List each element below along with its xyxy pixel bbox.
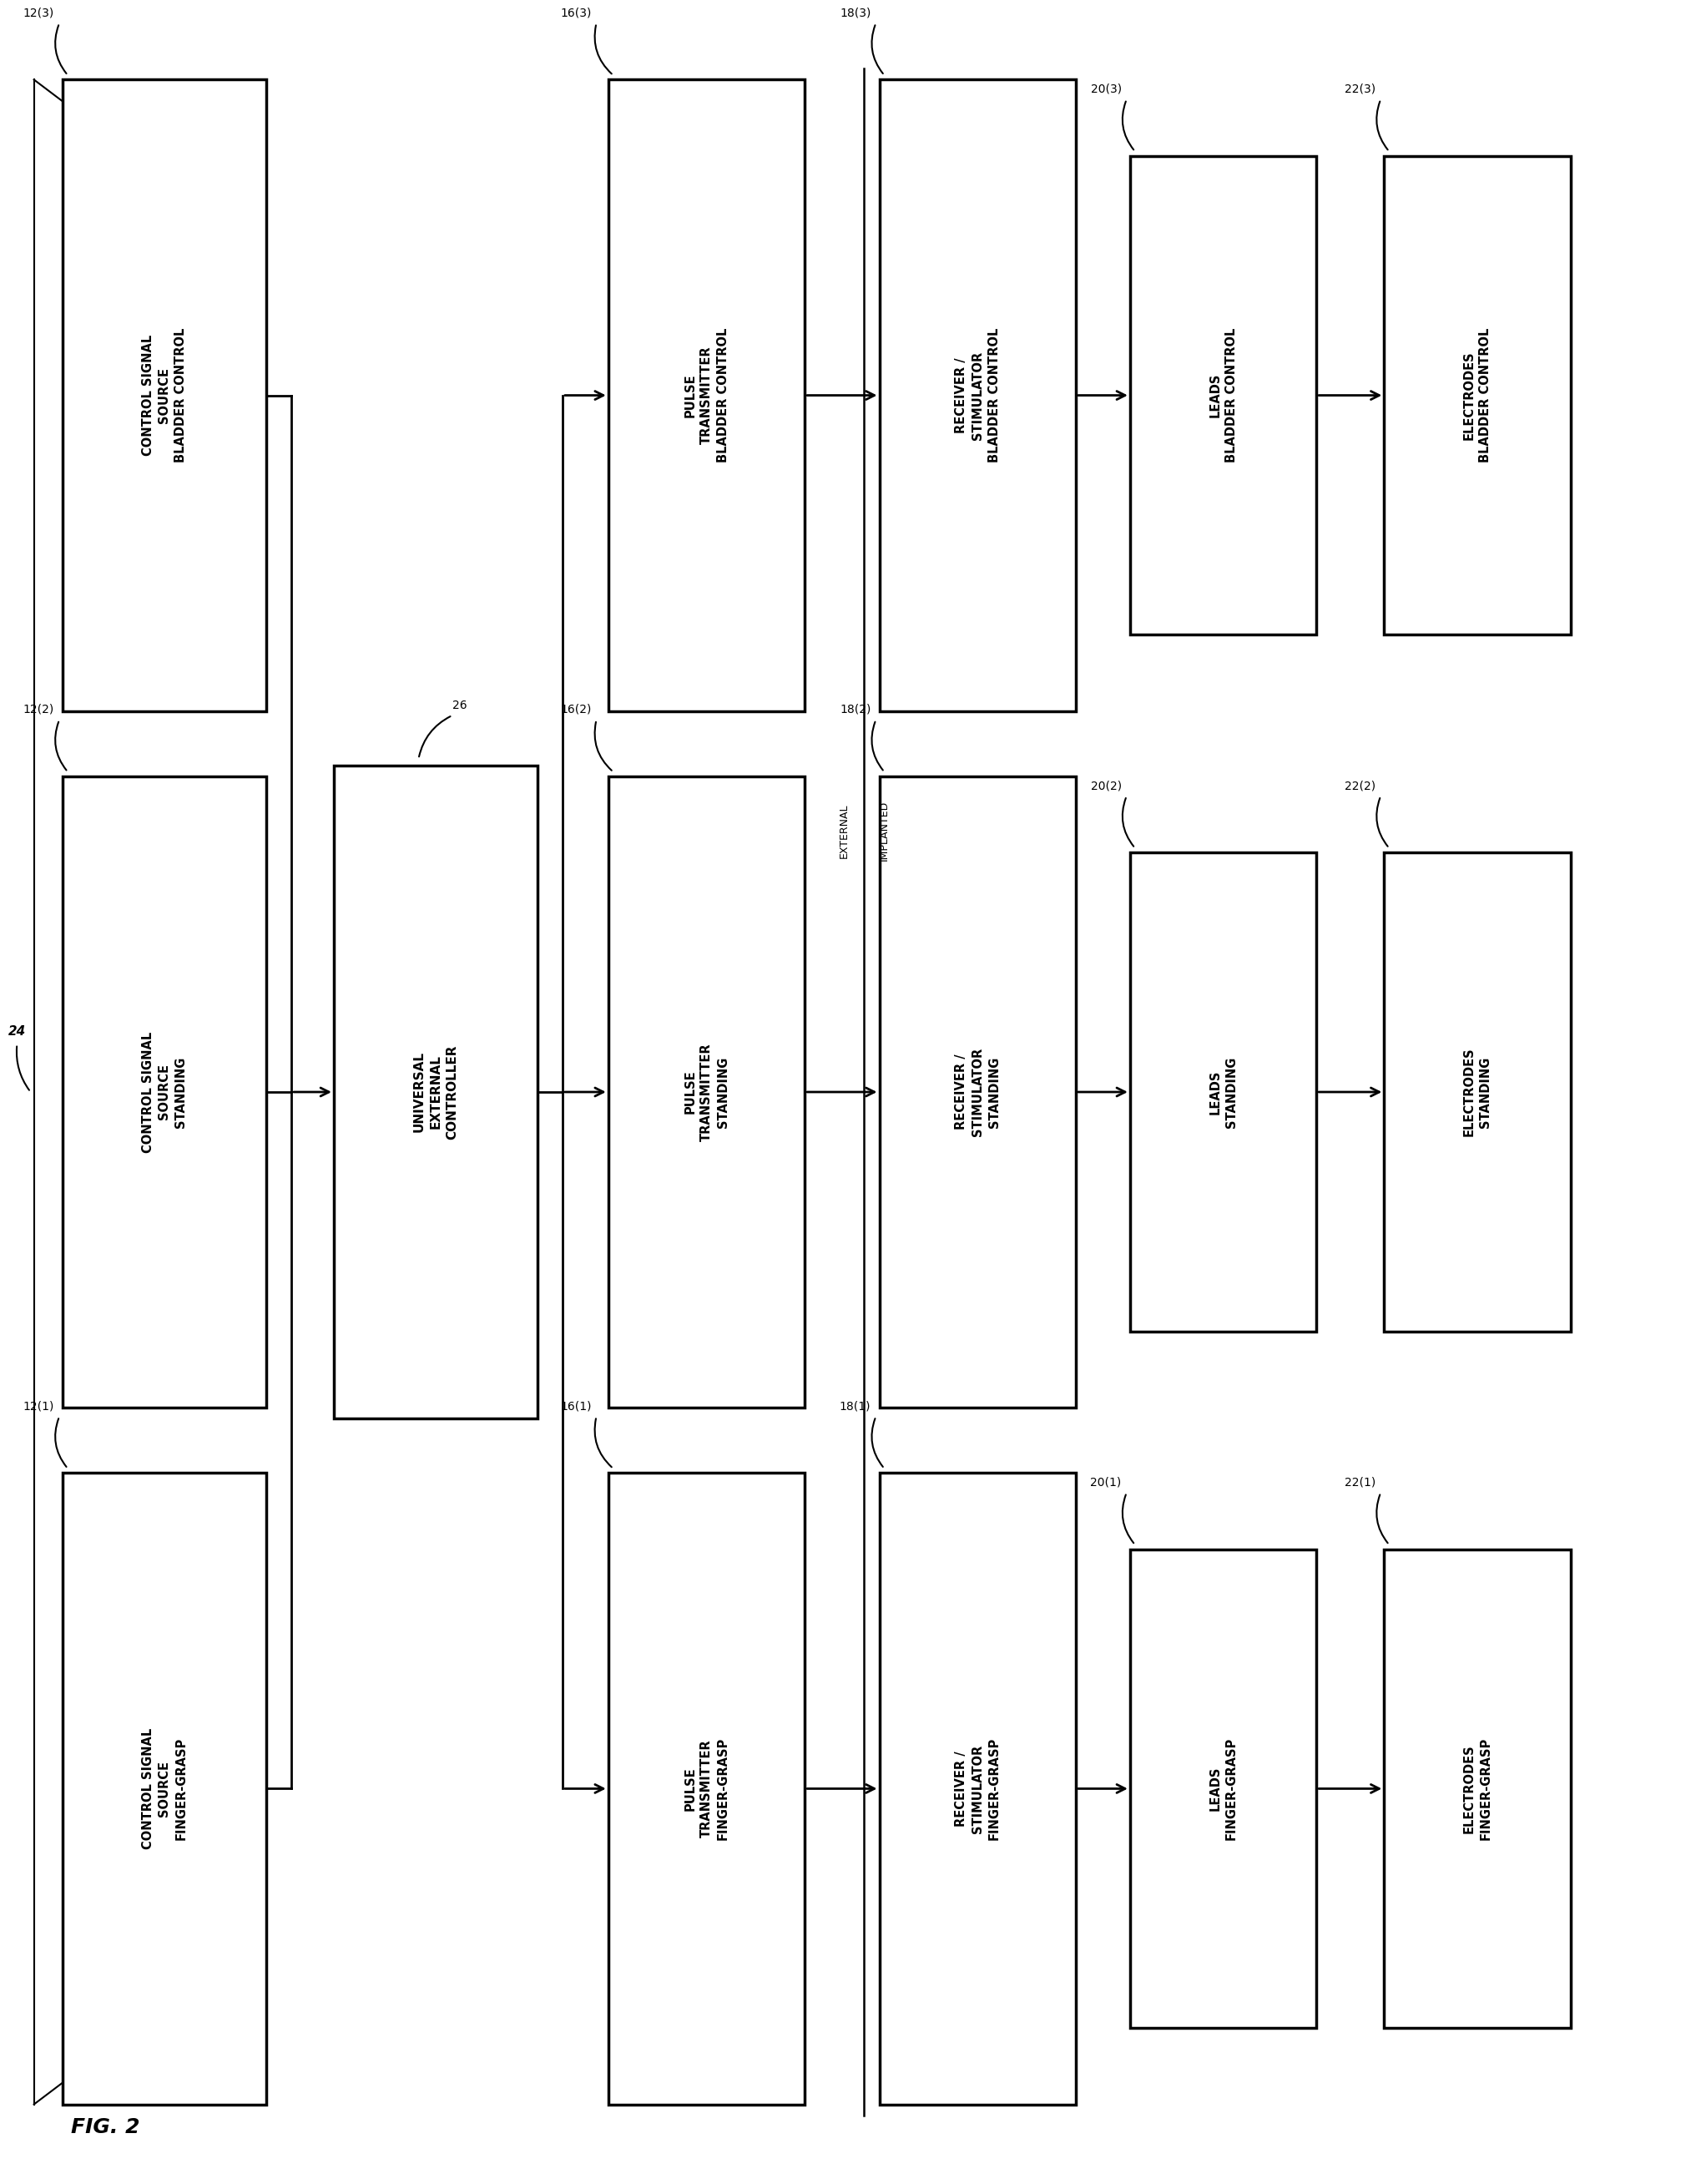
Text: ELECTRODES
FINGER-GRASP: ELECTRODES FINGER-GRASP — [1463, 1736, 1492, 1841]
Text: 12(3): 12(3) — [24, 7, 54, 20]
Text: EXTERNAL: EXTERNAL — [839, 804, 849, 858]
Text: UNIVERSAL
EXTERNAL
CONTROLLER: UNIVERSAL EXTERNAL CONTROLLER — [413, 1044, 458, 1140]
Text: LEADS
FINGER-GRASP: LEADS FINGER-GRASP — [1209, 1736, 1238, 1841]
Bar — [63, 775, 265, 1409]
Text: RECEIVER /
STIMULATOR
BLADDER CONTROL: RECEIVER / STIMULATOR BLADDER CONTROL — [954, 328, 1000, 463]
Text: 20(2): 20(2) — [1090, 780, 1121, 791]
Text: 18(2): 18(2) — [840, 703, 871, 716]
Text: 18(3): 18(3) — [840, 7, 871, 20]
Bar — [1385, 1548, 1570, 2029]
Text: PULSE
TRANSMITTER
STANDING: PULSE TRANSMITTER STANDING — [684, 1044, 730, 1140]
Bar — [879, 79, 1075, 712]
Bar — [609, 1472, 805, 2105]
Text: LEADS
STANDING: LEADS STANDING — [1209, 1057, 1238, 1127]
Text: FIG. 2: FIG. 2 — [71, 2116, 139, 2136]
Text: 24: 24 — [9, 1024, 26, 1037]
Bar — [609, 775, 805, 1409]
Text: PULSE
TRANSMITTER
BLADDER CONTROL: PULSE TRANSMITTER BLADDER CONTROL — [684, 328, 730, 463]
Bar — [63, 79, 265, 712]
Text: CONTROL SIGNAL
SOURCE
FINGER-GRASP: CONTROL SIGNAL SOURCE FINGER-GRASP — [141, 1728, 187, 1850]
Bar — [1385, 852, 1570, 1332]
Bar — [1129, 852, 1317, 1332]
Bar — [609, 79, 805, 712]
Text: 22(1): 22(1) — [1344, 1476, 1376, 1487]
Text: RECEIVER /
STIMULATOR
STANDING: RECEIVER / STIMULATOR STANDING — [954, 1048, 1000, 1136]
Text: 16(3): 16(3) — [560, 7, 592, 20]
Text: LEADS
BLADDER CONTROL: LEADS BLADDER CONTROL — [1209, 328, 1238, 463]
Bar — [1129, 1548, 1317, 2029]
Text: RECEIVER /
STIMULATOR
FINGER-GRASP: RECEIVER / STIMULATOR FINGER-GRASP — [954, 1736, 1000, 1841]
Text: 26: 26 — [452, 699, 468, 712]
Text: 16(1): 16(1) — [560, 1400, 592, 1413]
Text: ELECTRODES
BLADDER CONTROL: ELECTRODES BLADDER CONTROL — [1463, 328, 1492, 463]
Bar — [1129, 155, 1317, 636]
Text: 22(3): 22(3) — [1345, 83, 1376, 94]
Bar — [1385, 155, 1570, 636]
Text: IMPLANTED: IMPLANTED — [879, 802, 890, 860]
Text: 22(2): 22(2) — [1345, 780, 1376, 791]
Text: CONTROL SIGNAL
SOURCE
BLADDER CONTROL: CONTROL SIGNAL SOURCE BLADDER CONTROL — [141, 328, 187, 463]
Text: 12(1): 12(1) — [24, 1400, 54, 1413]
Text: ELECTRODES
STANDING: ELECTRODES STANDING — [1463, 1048, 1492, 1136]
Text: PULSE
TRANSMITTER
FINGER-GRASP: PULSE TRANSMITTER FINGER-GRASP — [684, 1736, 730, 1841]
Text: 18(1): 18(1) — [840, 1400, 871, 1413]
Bar — [63, 1472, 265, 2105]
Text: 20(1): 20(1) — [1090, 1476, 1121, 1487]
Text: 20(3): 20(3) — [1090, 83, 1121, 94]
Text: 12(2): 12(2) — [24, 703, 54, 716]
Bar — [879, 1472, 1075, 2105]
Text: 16(2): 16(2) — [560, 703, 592, 716]
Text: CONTROL SIGNAL
SOURCE
STANDING: CONTROL SIGNAL SOURCE STANDING — [141, 1031, 187, 1153]
Bar — [879, 775, 1075, 1409]
Bar — [333, 764, 538, 1420]
